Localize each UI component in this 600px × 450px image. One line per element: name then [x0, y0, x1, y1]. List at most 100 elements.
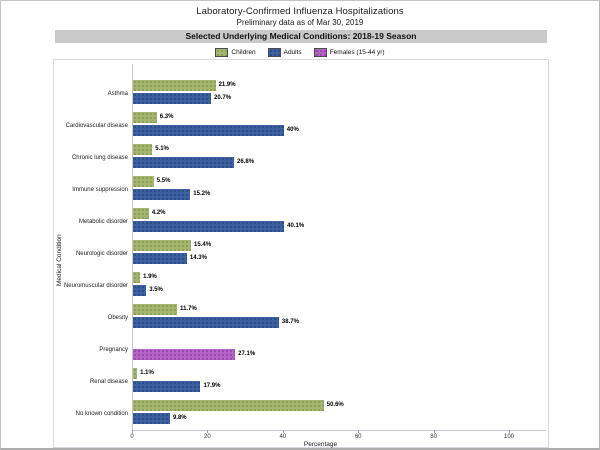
legend-label: Females (15-44 yr) — [329, 48, 385, 56]
bar-groups: Asthma 21.9% 20.7% Cardiovascular disease 6.… — [54, 78, 546, 430]
bar-value-label: 38.7% — [281, 319, 299, 325]
bar-children: 21.9% — [133, 80, 236, 91]
bar-value-label: 26.8% — [237, 159, 255, 165]
bar-group: Cardiovascular disease 6.3% 40% — [54, 110, 546, 142]
legend-swatch-females — [313, 47, 327, 57]
bar-value-label: 21.9% — [218, 82, 236, 88]
bar-row: 1.9% 3.5% — [132, 270, 546, 302]
x-tick — [282, 430, 284, 433]
bar-value-label: 20.7% — [214, 95, 232, 101]
bar-value-label: 6.3% — [159, 114, 174, 120]
bar-row: 15.4% 14.3% — [132, 238, 546, 270]
x-tick-label: 0 — [130, 434, 134, 440]
bar-row: 4.2% 40.1% — [132, 206, 546, 238]
bar-children: 11.7% — [133, 304, 197, 315]
category-label: Pregnancy — [99, 346, 128, 353]
bar-group: Neuromuscular disorder 1.9% 3.5% — [54, 270, 546, 302]
category-label: Neurologic disorder — [75, 250, 128, 257]
bar-group: No known condition 50.6% 9.8% — [54, 398, 546, 430]
y-axis-title: Medical Condition — [56, 234, 63, 286]
chart-legend: Children Adults Females (15-44 yr) — [1, 46, 599, 58]
bar-children: 50.6% — [133, 400, 344, 411]
bar-value-label: 50.6% — [326, 402, 344, 408]
category-label: Obesity — [107, 314, 128, 321]
bar-children: 15.4% — [133, 240, 211, 251]
bar-adults: 14.3% — [133, 253, 207, 264]
bar-value-label: 40.1% — [287, 223, 305, 229]
bar-row: 21.9% 20.7% — [132, 78, 546, 110]
bar-value-label: 14.3% — [189, 255, 207, 261]
bar-children: 1.1% — [133, 368, 154, 379]
bar-value-label: 27.1% — [238, 351, 256, 357]
bar-group: Chronic lung disease 5.1% 26.8% — [54, 142, 546, 174]
bar-value-label: 3.5% — [149, 287, 163, 293]
category-label: Metabolic disorder — [78, 218, 128, 225]
chart-frame: Asthma 21.9% 20.7% Cardiovascular disease 6.… — [53, 59, 549, 448]
bar-group: Asthma 21.9% 20.7% — [54, 78, 546, 110]
x-tick — [132, 430, 133, 433]
category-label: No known condition — [75, 410, 128, 417]
page-title: Laboratory-Confirmed Influenza Hospitali… — [196, 6, 404, 17]
x-tick-label: 40 — [279, 434, 287, 440]
bar-adults: 20.7% — [133, 93, 231, 104]
bar-value-label: 15.2% — [193, 191, 211, 197]
bar-adults: 40.1% — [133, 221, 304, 232]
bar-children: 6.3% — [133, 112, 173, 123]
y-axis-line — [132, 64, 133, 430]
category-label: Immune suppression — [72, 186, 128, 193]
category-label: Cardiovascular disease — [65, 122, 128, 129]
bar-group: Obesity 11.7% 38.7% — [54, 302, 546, 334]
bar-row: 27.1% — [132, 334, 546, 366]
bar-value-label: 1.9% — [143, 274, 157, 280]
bar-value-label: 4.2% — [151, 210, 166, 216]
category-label: Asthma — [107, 90, 128, 97]
bar-children: 4.2% — [133, 208, 166, 219]
bar-row: 6.3% 40% — [132, 110, 546, 142]
bar-group: Neurologic disorder 15.4% 14.3% — [54, 238, 546, 270]
legend-label: Adults — [283, 48, 302, 56]
page-subtitle: Preliminary data as of Mar 30, 2019 — [236, 18, 364, 27]
bar-adults: 26.8% — [133, 157, 254, 168]
legend-item: Adults — [267, 47, 302, 57]
bar-value-label: 11.7% — [180, 306, 197, 312]
category-label: Neuromuscular disorder — [63, 282, 128, 289]
bar-adults: 9.8% — [133, 413, 187, 424]
category-label: Chronic lung disease — [71, 154, 128, 161]
bar-adults: 3.5% — [133, 285, 163, 296]
bar-adults: 15.2% — [133, 189, 210, 200]
bar-value-label: 5.5% — [156, 178, 171, 184]
bar-adults: 38.7% — [133, 317, 299, 328]
x-tick — [509, 430, 510, 433]
category-label: Renal disease — [89, 378, 128, 385]
x-tick — [207, 430, 209, 433]
bar-adults: 17.9% — [133, 381, 220, 392]
bar-row: 50.6% 9.8% — [132, 398, 546, 430]
legend-item: Females (15-44 yr) — [313, 47, 385, 57]
bar-group: Renal disease 1.1% 17.9% — [54, 366, 546, 398]
bar-children: 5.5% — [133, 176, 170, 187]
bar-children: 5.1% — [133, 144, 169, 155]
bar-value-label: 9.8% — [172, 415, 187, 421]
bar-value-label: 1.1% — [140, 370, 154, 376]
bar-row: 5.5% 15.2% — [132, 174, 546, 206]
x-tick-label: 60 — [354, 434, 362, 440]
bar-group: Immune suppression 5.5% 15.2% — [54, 174, 546, 206]
legend-swatch-adults — [267, 47, 281, 57]
x-axis-line — [132, 430, 546, 431]
x-tick — [358, 430, 360, 433]
bar-value-label: 17.9% — [203, 383, 221, 389]
bar-row: 5.1% 26.8% — [132, 142, 546, 174]
bar-children: 1.9% — [133, 272, 157, 283]
bar-value-label: 40% — [286, 127, 299, 133]
bar-females: 27.1% — [133, 349, 255, 360]
x-axis-title: Percentage — [303, 441, 338, 448]
legend-item: Children — [215, 47, 256, 57]
legend-label: Children — [231, 48, 256, 56]
banner-title: Selected Underlying Medical Conditions: … — [55, 30, 547, 43]
bar-value-label: 5.1% — [155, 146, 169, 152]
legend-swatch-children — [215, 47, 229, 57]
bar-row: 11.7% 38.7% — [132, 302, 546, 334]
bar-group: Pregnancy 27.1% — [54, 334, 546, 366]
bar-row: 1.1% 17.9% — [132, 366, 546, 398]
